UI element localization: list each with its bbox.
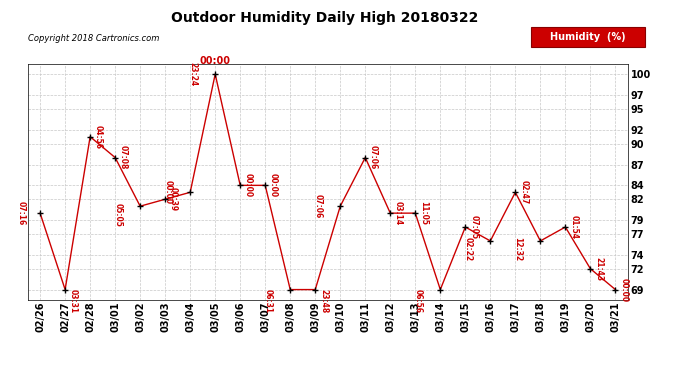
Text: Copyright 2018 Cartronics.com: Copyright 2018 Cartronics.com	[28, 34, 159, 43]
Text: 02:22: 02:22	[464, 237, 473, 261]
Text: 06:31: 06:31	[264, 289, 273, 313]
Text: 23:48: 23:48	[319, 289, 328, 313]
Text: 00:39: 00:39	[169, 187, 178, 211]
Text: 23:24: 23:24	[188, 62, 197, 86]
Text: 07:16: 07:16	[16, 201, 25, 225]
Text: 00:00: 00:00	[619, 278, 628, 302]
Text: 03:31: 03:31	[69, 289, 78, 313]
Text: 00:00: 00:00	[269, 173, 278, 197]
Text: 00:00: 00:00	[244, 173, 253, 197]
Text: 03:14: 03:14	[394, 201, 403, 225]
Text: 00:00: 00:00	[164, 180, 172, 204]
Text: 00:00: 00:00	[199, 56, 230, 66]
Text: Outdoor Humidity Daily High 20180322: Outdoor Humidity Daily High 20180322	[170, 11, 478, 25]
Text: 02:47: 02:47	[519, 180, 528, 204]
Text: 01:54: 01:54	[569, 215, 578, 239]
Text: 07:05: 07:05	[469, 215, 478, 239]
Text: 04:56: 04:56	[94, 125, 103, 149]
Text: 07:06: 07:06	[369, 146, 378, 170]
Text: 21:43: 21:43	[594, 256, 603, 281]
Text: 11:05: 11:05	[419, 201, 428, 225]
Text: Humidity  (%): Humidity (%)	[551, 32, 626, 42]
Text: 07:06: 07:06	[313, 194, 322, 218]
Text: 07:08: 07:08	[119, 146, 128, 170]
Text: 05:05: 05:05	[113, 202, 122, 226]
Text: 12:32: 12:32	[513, 237, 522, 261]
Text: 06:56: 06:56	[413, 289, 422, 313]
